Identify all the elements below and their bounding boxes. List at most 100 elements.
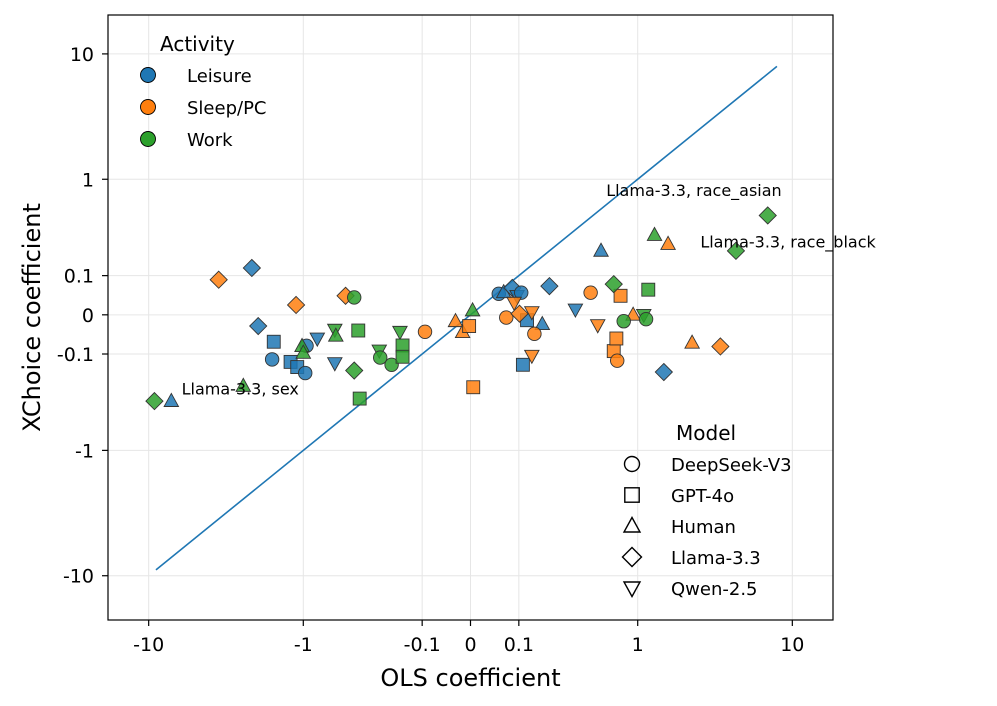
model-legend-title: Model — [676, 421, 736, 445]
model-legend: Model DeepSeek-V3 GPT-4o Human Llama-3.3… — [621, 421, 792, 600]
x-tick-label: -10 — [133, 634, 164, 656]
point-sleeppc-circle — [417, 324, 433, 339]
point-leisure-diamond — [540, 276, 559, 296]
point-sleeppc-circle — [583, 285, 598, 300]
y-tick-label: 0 — [82, 305, 94, 327]
point-sleeppc-diamond — [510, 304, 529, 323]
point-work-circle — [347, 290, 362, 305]
point-leisure-triangle-up — [593, 242, 609, 257]
point-leisure-triangle-down — [567, 303, 584, 319]
point-sleeppc-triangle-up — [660, 235, 677, 250]
point-sleeppc-diamond — [711, 337, 730, 356]
point-leisure-circle — [514, 285, 529, 300]
x-tick-label: 1 — [632, 634, 644, 656]
legend-label-work: Work — [187, 130, 233, 151]
point-leisure-diamond — [242, 258, 262, 278]
legend-marker-square — [624, 487, 640, 503]
point-sleeppc-diamond — [286, 295, 306, 315]
y-axis-title: XChoice coefficient — [18, 203, 46, 432]
point-work-triangle-down — [391, 325, 408, 341]
point-work-circle — [638, 311, 654, 327]
point-work-diamond — [726, 241, 746, 261]
annotation-race-black: Llama-3.3, race_black — [700, 232, 876, 252]
axis-ticks: -10 -1 -0.1 0 0.1 1 10 10 1 0.1 0 -0.1 -1 -10 — [57, 44, 804, 656]
point-work-triangle-up — [327, 327, 344, 342]
point-leisure-triangle-down — [309, 332, 326, 348]
point-work-circle — [616, 314, 631, 329]
point-work-diamond — [758, 206, 777, 225]
x-tick-label: -0.1 — [404, 634, 441, 656]
point-sleeppc-triangle-up — [447, 312, 464, 328]
legend-label-llama: Llama-3.3 — [671, 548, 761, 569]
x-tick-label: 0 — [464, 634, 476, 656]
activity-legend-title: Activity — [160, 32, 235, 56]
x-tick-label: 10 — [780, 634, 804, 656]
legend-label-gpt4o: GPT-4o — [671, 486, 734, 507]
legend-marker-sleeppc — [140, 99, 156, 115]
point-leisure-square — [515, 357, 530, 372]
point-work-triangle-up — [235, 377, 252, 392]
point-sleeppc-triangle-down — [506, 296, 523, 312]
point-work-circle — [384, 357, 399, 372]
point-sleeppc-circle — [610, 353, 625, 368]
point-work-triangle-up — [464, 301, 481, 317]
point-work-square — [641, 282, 656, 297]
legend-marker-work — [140, 131, 156, 147]
legend-label-human: Human — [671, 517, 736, 538]
legend-marker-leisure — [140, 67, 156, 83]
legend-marker-triangle-down — [622, 581, 642, 598]
y-tick-label: 1 — [82, 169, 94, 191]
point-sleeppc-square — [609, 331, 624, 346]
annotation-sex: Llama-3.3, sex — [182, 380, 299, 399]
annotation-race-asian: Llama-3.3, race_asian — [606, 181, 782, 201]
point-work-square — [352, 391, 367, 406]
legend-label-sleep-pc: Sleep/PC — [187, 98, 267, 119]
y-tick-label: 0.1 — [64, 266, 94, 288]
point-work-square — [395, 349, 410, 364]
y-tick-label: -1 — [75, 440, 94, 462]
point-sleeppc-circle — [527, 326, 542, 342]
x-axis-title: OLS coefficient — [380, 664, 560, 692]
point-sleeppc-diamond — [209, 270, 228, 289]
point-sleeppc-square — [613, 288, 628, 303]
legend-label-leisure: Leisure — [187, 66, 252, 87]
reference-line — [155, 65, 778, 571]
point-leisure-diamond — [249, 316, 268, 336]
annotations: Llama-3.3, race_asian Llama-3.3, race_bl… — [182, 181, 877, 399]
point-leisure-circle — [298, 365, 313, 381]
point-sleeppc-circle — [499, 310, 514, 325]
point-work-diamond — [604, 274, 623, 294]
point-sleeppc-triangle-up — [684, 334, 701, 349]
activity-legend: Activity Leisure Sleep/PC Work — [140, 32, 267, 151]
point-sleeppc-triangle-up — [625, 306, 642, 321]
point-sleeppc-triangle-down — [523, 349, 540, 365]
legend-marker-triangle-up — [622, 516, 642, 533]
point-work-triangle-up — [646, 226, 663, 241]
point-sleeppc-square — [466, 380, 481, 395]
x-tick-label: 0.1 — [504, 634, 534, 656]
point-leisure-triangle-down — [326, 357, 343, 372]
legend-label-qwen: Qwen-2.5 — [671, 579, 758, 600]
point-sleeppc-triangle-down — [589, 319, 606, 334]
point-sleeppc-triangle-down — [523, 306, 540, 321]
y-tick-label: -10 — [63, 566, 94, 588]
legend-marker-diamond — [621, 546, 643, 568]
point-sleeppc-square — [462, 319, 477, 333]
point-leisure-diamond — [654, 362, 674, 382]
point-work-triangle-up — [295, 344, 312, 359]
legend-marker-circle — [623, 455, 641, 473]
point-leisure-square — [266, 334, 281, 349]
point-leisure-circle — [264, 352, 280, 367]
point-work-diamond — [345, 361, 364, 380]
point-work-square — [351, 323, 366, 338]
y-tick-label: 10 — [70, 44, 94, 66]
point-work-circle — [373, 350, 388, 365]
point-work-diamond — [145, 391, 164, 411]
point-leisure-triangle-up — [534, 315, 551, 331]
data-points — [145, 206, 777, 411]
y-tick-label: -0.1 — [57, 344, 94, 366]
point-leisure-triangle-up — [163, 392, 180, 407]
legend-label-deepseek: DeepSeek-V3 — [671, 455, 792, 476]
x-tick-label: -1 — [294, 634, 313, 656]
